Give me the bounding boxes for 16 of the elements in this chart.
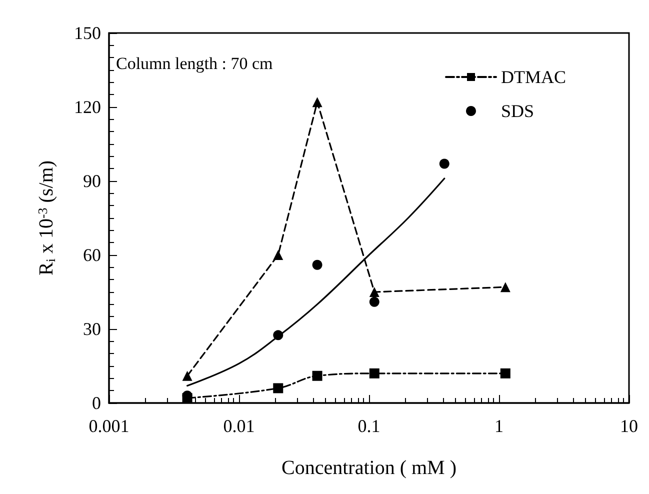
x-tick-label: 0.01: [223, 416, 255, 436]
y-tick-label: 120: [74, 97, 101, 117]
annotation: Column length : 70 cm: [116, 54, 273, 73]
legend-label: SDS: [500, 101, 534, 121]
x-axis-title: Concentration ( mM ): [282, 457, 456, 479]
legend-label: DTMAC: [500, 67, 566, 87]
y-axis-title: Ri x 10-3 (s/m): [35, 160, 58, 276]
x-tick-label: 1: [494, 416, 504, 436]
y-tick-label: 30: [83, 319, 101, 339]
x-tick-label: 0.001: [88, 416, 130, 436]
y-tick-label: 60: [83, 245, 101, 265]
x-tick-label: 0.1: [358, 416, 380, 436]
y-tick-label: 150: [74, 23, 101, 43]
y-tick-label: 90: [83, 171, 101, 191]
y-tick-label: 0: [92, 393, 101, 413]
x-tick-label: 10: [620, 416, 638, 436]
